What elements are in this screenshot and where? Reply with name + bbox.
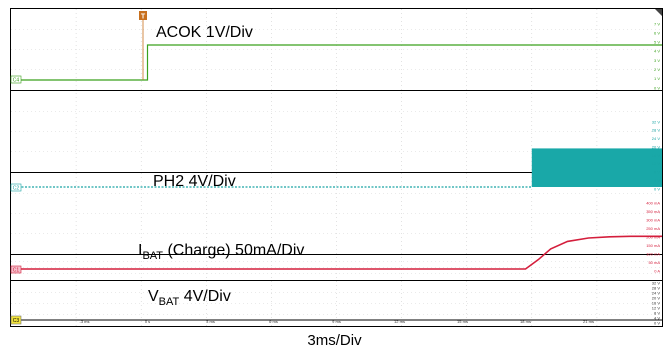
x-tick-label: 0 s (145, 319, 150, 324)
x-tick-label: 3 ms (206, 319, 215, 324)
c4-tag-box (10, 75, 22, 84)
y-tick-label: 28 V (652, 128, 661, 133)
y-tick-label: 0 V (654, 186, 660, 191)
ibat-label-rest: (Charge) 50mA/Div (163, 242, 304, 259)
c4-tag: C4 (13, 78, 20, 84)
y-tick-labels: 7 V6 V5 V4 V3 V2 V1 V0 V32 V28 V24 V20 V… (646, 21, 660, 325)
grid (11, 9, 662, 326)
y-tick-label: 100 mA (646, 251, 660, 256)
y-tick-label: 3 V (654, 58, 660, 63)
y-tick-label: 0 A (654, 268, 660, 273)
y-tick-label: 20 V (652, 295, 661, 300)
vbat-label-main: V (148, 288, 159, 305)
x-tick-label: 18 ms (520, 319, 531, 324)
y-tick-label: 8 V (654, 310, 660, 315)
acok-trace (11, 44, 662, 81)
y-tick-label: 50 mA (648, 260, 660, 265)
ibat-trace (11, 235, 662, 270)
y-tick-label: 150 mA (646, 243, 660, 248)
y-tick-label: 4 V (654, 178, 660, 183)
x-tick-label: 6 ms (269, 319, 278, 324)
y-tick-label: 32 V (652, 280, 661, 285)
plot-frame (10, 8, 663, 327)
c1-tag: C1 (13, 268, 20, 274)
y-tick-label: 6 V (654, 30, 660, 35)
corner-marker-icon (655, 9, 662, 16)
y-tick-label: 300 mA (646, 217, 660, 222)
x-tick-label: 21 ms (583, 319, 594, 324)
ibat-label-main: I (138, 242, 142, 259)
x-tick-label: 9 ms (332, 319, 341, 324)
x-tick-label: -3 ms (80, 319, 90, 324)
c3-tag-box (10, 315, 22, 325)
timebase-label: 3ms/Div (307, 332, 362, 349)
y-tick-label: 28 V (652, 285, 661, 290)
y-tick-label: 32 V (652, 119, 661, 124)
y-tick-label: 250 mA (646, 226, 660, 231)
c2-tag-box (10, 183, 22, 192)
c2-tag: C2 (13, 186, 20, 192)
y-tick-label: 24 V (652, 136, 661, 141)
trigger-marker-box (139, 11, 147, 20)
y-tick-label: 4 V (654, 49, 660, 54)
ph2-label: PH2 4V/Div (153, 173, 236, 190)
y-tick-label: 20 V (652, 144, 661, 149)
vbat-label-sub: BAT (159, 296, 180, 308)
y-tick-label: 12 V (652, 161, 661, 166)
acok-label: ACOK 1V/Div (156, 24, 253, 41)
vbat-label-rest: 4V/Div (179, 288, 231, 305)
y-tick-label: 4 V (654, 315, 660, 320)
vbat-label: VBAT 4V/Div (148, 288, 231, 308)
y-tick-label: 16 V (652, 300, 661, 305)
y-tick-label: 5 V (654, 40, 660, 45)
y-tick-label: 400 mA (646, 200, 660, 205)
y-tick-label: 2 V (654, 67, 660, 72)
y-tick-label: 16 V (652, 153, 661, 158)
y-tick-label: 7 V (654, 21, 660, 26)
y-tick-label: 350 mA (646, 209, 660, 214)
x-tick-label: 15 ms (457, 319, 468, 324)
x-tick-labels: -3 ms 0 s 3 ms 6 ms 9 ms 12 ms 15 ms 18 ms 21 ms (80, 319, 594, 324)
y-tick-label: 200 mA (646, 234, 660, 239)
ibat-label: IBAT (Charge) 50mA/Div (138, 242, 304, 262)
y-tick-label: 0 V (654, 320, 660, 325)
ibat-label-sub: BAT (142, 250, 163, 262)
y-tick-label: 8 V (654, 170, 660, 175)
switching-fills (531, 148, 662, 187)
y-tick-label: 1 V (654, 76, 660, 81)
ph2-switching-region (531, 148, 662, 187)
y-tick-label: 12 V (652, 305, 661, 310)
c1-tag-box (10, 265, 22, 274)
trigger-marker: T (141, 14, 146, 21)
x-tick-label: 12 ms (394, 319, 405, 324)
y-tick-label: 0 V (654, 85, 660, 90)
traces (11, 44, 662, 321)
y-tick-label: 24 V (652, 290, 661, 295)
c3-tag: C3 (13, 318, 20, 324)
